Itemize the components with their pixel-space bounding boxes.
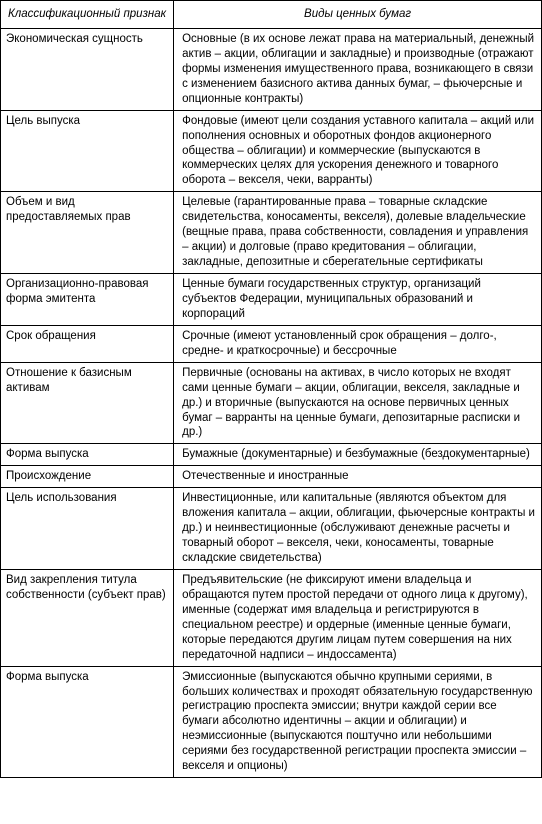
table-row: Экономическая сущность Основные (в их ос… xyxy=(1,28,542,110)
cell-types: Основные (в их основе лежат права на мат… xyxy=(174,28,542,110)
cell-attribute: Вид закрепления титула собственности (су… xyxy=(1,569,174,666)
cell-types: Срочные (имеют установленный срок обраще… xyxy=(174,325,542,362)
table-row: Форма выпуска Бумажные (документарные) и… xyxy=(1,444,542,466)
table-row: Отношение к базисным активам Первичные (… xyxy=(1,362,542,444)
cell-attribute: Организационно-правовая форма эмитента xyxy=(1,274,174,326)
cell-attribute: Происхождение xyxy=(1,466,174,488)
cell-types: Предъявительские (не фиксируют имени вла… xyxy=(174,569,542,666)
cell-types: Первичные (основаны на активах, в число … xyxy=(174,362,542,444)
cell-types: Отечественные и иностранные xyxy=(174,466,542,488)
cell-attribute: Экономическая сущность xyxy=(1,28,174,110)
table-row: Срок обращения Срочные (имеют установлен… xyxy=(1,325,542,362)
table-row: Цель выпуска Фондовые (имеют цели создан… xyxy=(1,110,542,192)
cell-types: Инвестиционные, или капитальные (являютс… xyxy=(174,488,542,570)
table-row: Организационно-правовая форма эмитента Ц… xyxy=(1,274,542,326)
cell-types: Эмиссионные (выпускаются обычно крупными… xyxy=(174,666,542,778)
cell-types: Фондовые (имеют цели создания уставного … xyxy=(174,110,542,192)
table-row: Цель использования Инвестиционные, или к… xyxy=(1,488,542,570)
table-row: Происхождение Отечественные и иностранны… xyxy=(1,466,542,488)
cell-attribute: Цель использования xyxy=(1,488,174,570)
cell-types: Бумажные (документарные) и безбумажные (… xyxy=(174,444,542,466)
table-header-row: Классификационный признак Виды ценных бу… xyxy=(1,1,542,29)
cell-attribute: Срок обращения xyxy=(1,325,174,362)
table-row: Вид закрепления титула собственности (су… xyxy=(1,569,542,666)
header-attribute: Классификационный признак xyxy=(1,1,174,29)
cell-attribute: Цель выпуска xyxy=(1,110,174,192)
cell-attribute: Объем и вид предоставляемых прав xyxy=(1,192,174,274)
table-row: Форма выпуска Эмиссионные (выпускаются о… xyxy=(1,666,542,778)
cell-attribute: Отношение к базисным активам xyxy=(1,362,174,444)
cell-types: Ценные бумаги государственных структур, … xyxy=(174,274,542,326)
securities-classification-table: Классификационный признак Виды ценных бу… xyxy=(0,0,542,778)
cell-attribute: Форма выпуска xyxy=(1,444,174,466)
cell-types: Целевые (гарантированные права – товарны… xyxy=(174,192,542,274)
cell-attribute: Форма выпуска xyxy=(1,666,174,778)
table-row: Объем и вид предоставляемых прав Целевые… xyxy=(1,192,542,274)
header-types: Виды ценных бумаг xyxy=(174,1,542,29)
